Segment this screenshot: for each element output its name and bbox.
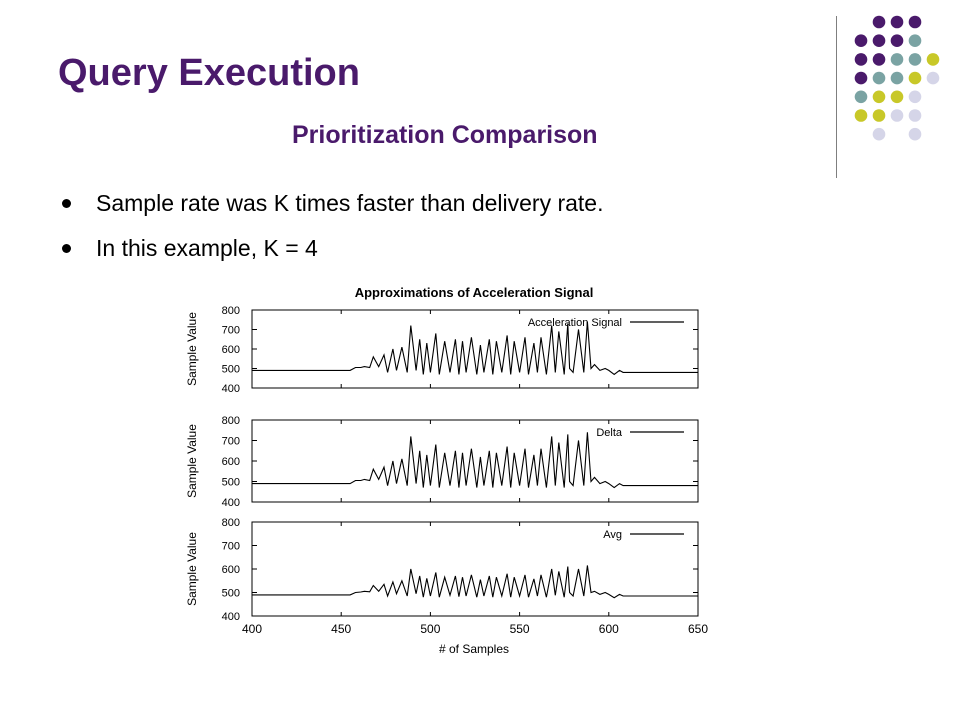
x-tick-label: 650 bbox=[688, 622, 708, 636]
series-line bbox=[252, 321, 698, 376]
chart-panel: 400 500 600 700 800 Sample Value Delta bbox=[185, 415, 699, 509]
slide-title: Query Execution bbox=[58, 52, 360, 94]
y-tick-label: 600 bbox=[222, 564, 240, 576]
slide-subtitle: Prioritization Comparison bbox=[292, 121, 598, 149]
y-tick-label: 400 bbox=[222, 611, 240, 623]
series-line bbox=[252, 565, 698, 599]
bullet-text: In this example, K = 4 bbox=[96, 235, 318, 261]
x-tick-label: 600 bbox=[599, 622, 619, 636]
y-tick-label: 700 bbox=[222, 541, 240, 553]
y-tick-label: 800 bbox=[222, 415, 240, 427]
vertical-divider bbox=[836, 16, 837, 178]
y-tick-label: 800 bbox=[222, 517, 240, 529]
bullet-text: Sample rate was K times faster than deli… bbox=[96, 190, 604, 216]
chart-panel: 400 500 600 700 800 Sample Value Acceleration … bbox=[185, 305, 699, 395]
y-tick-label: 700 bbox=[222, 325, 240, 337]
y-axis-label: Sample Value bbox=[185, 312, 199, 386]
x-tick-label: 450 bbox=[331, 622, 351, 636]
y-tick-label: 600 bbox=[222, 456, 240, 468]
x-axis-label: # of Samples bbox=[439, 642, 509, 656]
y-tick-label: 500 bbox=[222, 588, 240, 600]
y-tick-label: 500 bbox=[222, 364, 240, 376]
chart-title: Approximations of Acceleration Signal bbox=[355, 285, 594, 300]
x-tick-label: 400 bbox=[242, 622, 262, 636]
chart-panel: 400 500 600 700 800 Sample Value Avg bbox=[185, 517, 699, 623]
y-axis-label: Sample Value bbox=[185, 424, 199, 498]
legend-label: Delta bbox=[596, 427, 623, 439]
x-tick-label: 500 bbox=[420, 622, 440, 636]
y-tick-label: 800 bbox=[222, 305, 240, 317]
bullet-item: In this example, K = 4 bbox=[60, 233, 604, 263]
legend-label: Avg bbox=[603, 529, 622, 541]
y-axis-label: Sample Value bbox=[185, 532, 199, 606]
series-line bbox=[252, 432, 698, 489]
y-tick-label: 700 bbox=[222, 436, 240, 448]
bullet-item: Sample rate was K times faster than deli… bbox=[60, 188, 604, 218]
y-tick-label: 400 bbox=[222, 383, 240, 395]
legend-label: Acceleration Signal bbox=[528, 317, 622, 329]
y-tick-label: 400 bbox=[222, 497, 240, 509]
y-tick-label: 600 bbox=[222, 344, 240, 356]
bullet-list: Sample rate was K times faster than deli… bbox=[60, 188, 604, 278]
x-tick-label: 550 bbox=[510, 622, 530, 636]
bullet-dot bbox=[62, 244, 71, 253]
bullet-dot bbox=[62, 199, 71, 208]
y-tick-label: 500 bbox=[222, 477, 240, 489]
panel-frame bbox=[251, 521, 699, 617]
